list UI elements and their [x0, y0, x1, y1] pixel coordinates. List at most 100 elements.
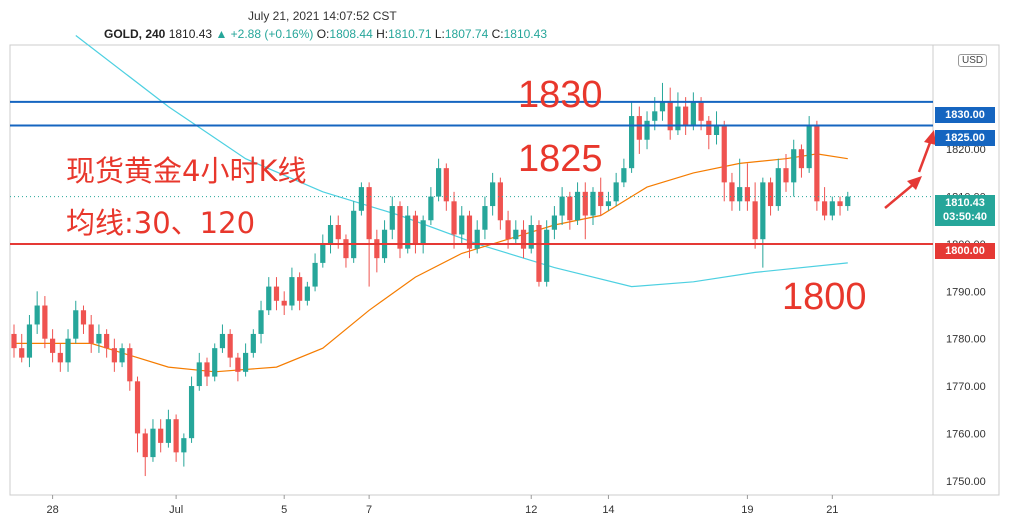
level-label-1825: 1825 [518, 138, 603, 180]
low-value: 1807.74 [444, 27, 489, 41]
y-tick-label: 1760.00 [946, 428, 986, 440]
candle-body [50, 338, 56, 353]
candle-body [744, 187, 750, 202]
candle-body [783, 168, 789, 183]
candle-body [791, 149, 797, 183]
candle-body [505, 220, 511, 240]
candle-body [204, 362, 210, 377]
candle-body [26, 324, 33, 358]
candle-body [366, 187, 372, 240]
candle-body [188, 386, 195, 439]
last-price: 1810.43 [168, 27, 213, 41]
y-tick-label: 1790.00 [946, 286, 986, 298]
candle-body [837, 201, 843, 207]
candle-body [814, 125, 820, 202]
arrow-2-head [924, 130, 936, 145]
candle-body [822, 201, 828, 216]
candle-body [513, 229, 519, 240]
candle-body [636, 116, 642, 140]
chart-frame [9, 44, 934, 496]
candle-body [227, 333, 233, 358]
candle-body [629, 116, 635, 169]
chart-annotation-ma: 均线:30、120 [66, 206, 256, 240]
candle-body [196, 362, 202, 387]
level-label-1800: 1800 [782, 276, 867, 318]
candle-body [119, 348, 125, 363]
candle-body [127, 348, 133, 382]
candle-body [343, 239, 349, 259]
candle-body [11, 333, 17, 349]
candle-body [474, 229, 480, 249]
candle-body [374, 239, 380, 259]
candle-body [721, 125, 727, 183]
close-value: 1810.43 [503, 27, 547, 41]
price-label-1800: 1800.00 [935, 243, 995, 259]
candle-body [304, 286, 310, 301]
candle-body [42, 305, 48, 339]
candle-body [482, 206, 488, 230]
header-ohlc: GOLD, 240 1810.43 ▲ +2.88 (+0.16%) O:180… [104, 27, 547, 41]
price-label-1830: 1830.00 [935, 107, 995, 123]
candle-body [297, 277, 303, 301]
candle-body [273, 286, 280, 301]
candle-body [181, 438, 187, 453]
candle-body [104, 333, 110, 349]
level-label-1830: 1830 [518, 74, 603, 116]
candle-body [567, 196, 573, 221]
candle-body [659, 101, 666, 112]
x-tick-label: 5 [281, 504, 287, 516]
candle-body [598, 191, 604, 207]
low-label: L: [434, 27, 445, 41]
candle-body [266, 286, 272, 311]
candle-body [405, 215, 411, 249]
candle-body [605, 201, 612, 207]
candle-body [574, 191, 581, 221]
open-label: O: [316, 27, 330, 41]
candle-body [420, 220, 426, 244]
candle-body [34, 305, 40, 325]
candle-body [65, 338, 71, 363]
price-label-1825: 1825.00 [935, 130, 995, 146]
open-value: 1808.44 [329, 27, 373, 41]
candle-body [590, 191, 596, 216]
candlesticks [11, 82, 851, 477]
y-tick-label: 1750.00 [946, 476, 986, 488]
candle-body [528, 225, 534, 249]
candle-body [737, 187, 743, 202]
candle-body [19, 348, 25, 358]
x-tick-label: 28 [46, 504, 58, 516]
candle-body [436, 168, 442, 197]
candle-body [582, 191, 588, 216]
candle-body [358, 187, 364, 211]
candle-body [536, 225, 542, 282]
trend-arrows [884, 130, 936, 209]
candle-body [173, 419, 179, 453]
candle-body [497, 182, 503, 221]
candle-body [675, 106, 681, 131]
x-tick-label: 14 [602, 504, 614, 516]
candle-body [158, 428, 164, 443]
y-tick-label: 1770.00 [946, 381, 986, 393]
candle-body [760, 182, 766, 240]
candle-body [142, 433, 148, 458]
candle-body [652, 111, 658, 121]
arrow-1 [884, 182, 916, 209]
x-tick-label: 7 [366, 504, 372, 516]
candle-body [80, 310, 87, 325]
price-axis-frame [932, 44, 1000, 496]
candle-body [289, 277, 295, 306]
candle-body [258, 310, 264, 334]
symbol-label[interactable]: GOLD, 240 [104, 27, 166, 41]
candle-body [88, 324, 94, 344]
price-label-last: 1810.43 03:50:40 [935, 195, 995, 226]
candle-body [96, 333, 102, 344]
candle-body [466, 215, 473, 249]
candle-body [544, 229, 550, 282]
currency-button[interactable]: USD [958, 54, 988, 67]
candle-body [397, 206, 403, 249]
x-tick-label: 21 [826, 504, 838, 516]
high-label: H: [376, 27, 389, 41]
candle-body [683, 106, 689, 126]
candle-body [767, 182, 774, 207]
